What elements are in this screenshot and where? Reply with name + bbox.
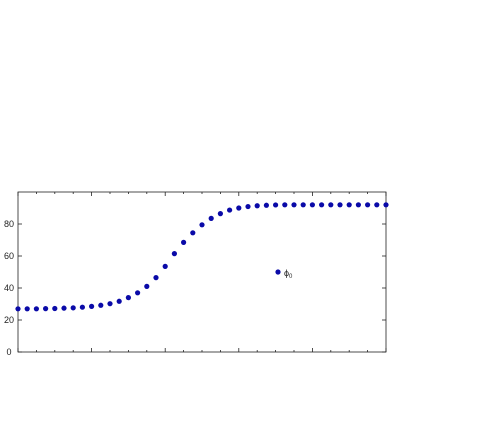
- data-point: [98, 302, 104, 308]
- data-point: [61, 305, 67, 311]
- data-point: [328, 202, 334, 208]
- data-point: [171, 251, 177, 257]
- data-point: [291, 202, 297, 208]
- data-point: [355, 202, 361, 208]
- data-point: [282, 202, 288, 208]
- legend-label: ϕ0: [284, 268, 293, 280]
- y-tick-label: 60: [4, 251, 14, 261]
- data-points: [15, 202, 389, 312]
- data-point: [107, 301, 113, 307]
- data-point: [300, 202, 306, 208]
- data-point: [374, 202, 380, 208]
- legend: ϕ0: [275, 268, 293, 280]
- data-point: [346, 202, 352, 208]
- y-tick-label: 80: [4, 219, 14, 229]
- data-point: [254, 203, 260, 209]
- data-point: [43, 306, 49, 312]
- data-point: [24, 306, 30, 312]
- data-point: [217, 211, 223, 217]
- x-axis: [17, 192, 387, 352]
- data-point: [263, 202, 269, 208]
- y-tick-label: 20: [4, 315, 14, 325]
- data-point: [181, 239, 187, 245]
- data-point: [89, 303, 95, 309]
- data-point: [33, 306, 40, 312]
- data-point: [153, 275, 159, 281]
- data-point: [15, 306, 21, 312]
- data-point: [79, 304, 85, 310]
- y-tick-label: 40: [4, 283, 14, 293]
- data-point: [245, 203, 251, 210]
- data-point: [383, 202, 389, 208]
- data-point: [337, 202, 343, 208]
- legend-series-name: ϕ: [284, 268, 289, 278]
- data-point: [208, 215, 214, 221]
- data-point: [190, 230, 196, 236]
- y-tick-label: 0: [6, 347, 11, 357]
- data-point: [365, 202, 371, 208]
- data-point: [135, 290, 141, 296]
- data-point: [162, 263, 168, 269]
- data-point: [144, 283, 150, 289]
- data-point: [116, 298, 122, 304]
- data-point: [125, 295, 131, 301]
- plot-frame: [17, 191, 387, 353]
- data-point: [199, 222, 205, 228]
- data-point: [236, 205, 242, 211]
- data-point: [227, 207, 233, 213]
- data-point: [70, 305, 76, 311]
- legend-marker: [275, 269, 281, 275]
- y-axis: 0 20 40 60 80: [4, 219, 386, 357]
- data-point: [273, 202, 279, 208]
- data-point: [52, 305, 58, 312]
- data-point: [309, 202, 315, 208]
- data-point: [319, 202, 325, 208]
- legend-series-subscript: 0: [289, 274, 293, 280]
